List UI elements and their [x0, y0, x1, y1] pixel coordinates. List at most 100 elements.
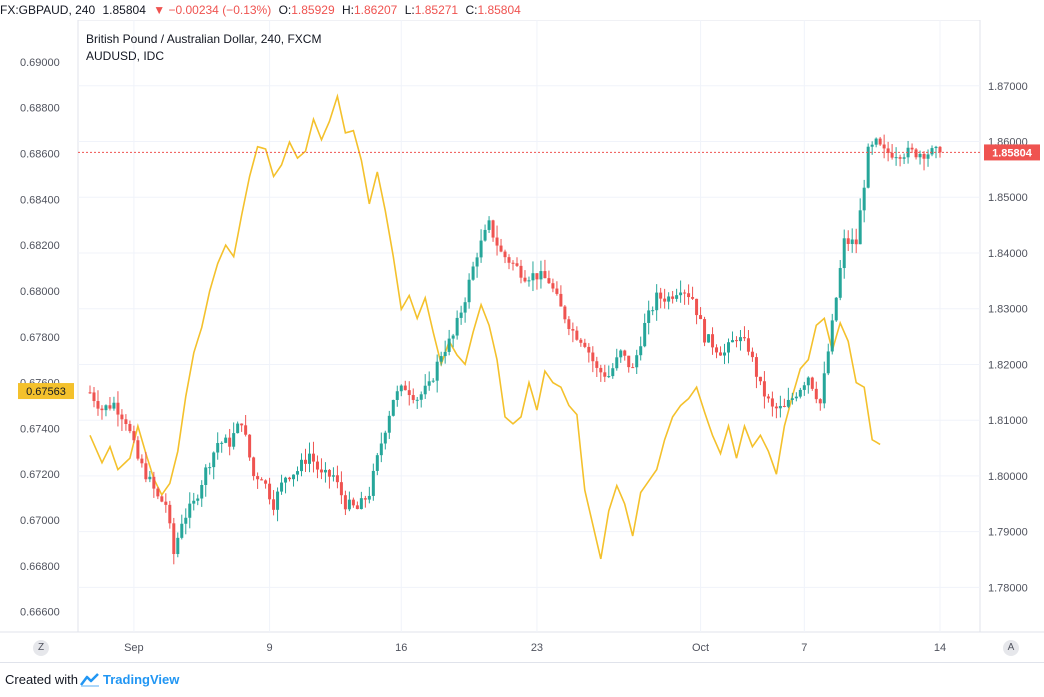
candle-body — [220, 442, 224, 444]
candle-body — [164, 501, 168, 505]
candle-body — [535, 273, 539, 280]
audusd-line — [89, 93, 881, 560]
candle-body — [778, 405, 782, 409]
candle-body — [479, 240, 483, 258]
x-axis-tick-label: 9 — [267, 642, 273, 654]
high-label: H: — [341, 3, 354, 17]
candle-body — [659, 292, 663, 299]
candle-body — [491, 220, 495, 238]
candle-body — [850, 239, 854, 244]
candle-body — [387, 415, 391, 433]
candle-body — [379, 443, 383, 456]
candle-body — [627, 355, 631, 368]
candle-body — [339, 482, 343, 496]
candle-body — [762, 381, 766, 397]
down-arrow-icon: ▼ — [153, 3, 166, 17]
candle-body — [228, 437, 232, 447]
candle-body — [695, 298, 699, 316]
tradingview-logo[interactable]: TradingView — [80, 663, 179, 697]
candle-body — [806, 377, 810, 386]
candle-body — [846, 238, 850, 244]
candle-body — [108, 405, 112, 409]
x-axis-tick-label: 16 — [395, 642, 407, 654]
candle-body — [870, 144, 874, 147]
candle-body — [371, 470, 375, 496]
candle-body — [323, 469, 327, 473]
candle-body — [866, 146, 870, 188]
candle-body — [711, 334, 715, 348]
candle-body — [934, 146, 938, 149]
candle-body — [176, 537, 180, 555]
candle-body — [906, 147, 910, 158]
candle-body — [830, 320, 834, 352]
candle-body — [663, 298, 667, 302]
candle-body — [495, 237, 499, 246]
candle-body — [315, 461, 319, 470]
candle-body — [455, 317, 459, 336]
candle-body — [635, 355, 639, 368]
candle-body — [703, 319, 707, 343]
candle-body — [180, 523, 184, 538]
right-axis-tick-label: 1.87000 — [988, 81, 1028, 93]
candle-body — [172, 523, 176, 555]
legend-main-series: British Pound / Australian Dollar, 240, … — [86, 32, 321, 46]
candle-body — [296, 471, 300, 475]
candle-body — [639, 346, 643, 356]
price-chart[interactable]: 1.870001.860001.850001.840001.830001.820… — [0, 20, 1044, 662]
candle-body — [252, 457, 256, 477]
candle-body — [926, 154, 930, 159]
candle-body — [647, 310, 651, 323]
candle-body — [726, 342, 730, 353]
tradingview-brand: TradingView — [103, 672, 180, 687]
candle-body — [435, 361, 439, 381]
candle-body — [96, 401, 100, 409]
candle-body — [487, 220, 491, 230]
zoom-toggle-button[interactable]: Z — [33, 640, 49, 656]
candle-body — [240, 423, 244, 426]
candle-body — [264, 480, 268, 484]
candle-body — [559, 293, 563, 307]
x-axis-tick-label: Oct — [692, 642, 709, 654]
candle-body — [100, 408, 104, 411]
candle-body — [343, 495, 347, 510]
candle-body — [212, 452, 216, 468]
candle-body — [862, 187, 866, 211]
auto-scale-button[interactable]: A — [1003, 640, 1019, 656]
candle-body — [327, 469, 331, 477]
symbol-name[interactable]: FX:GBPAUD, 240 — [0, 3, 96, 17]
candle-body — [168, 504, 172, 524]
candle-body — [930, 148, 934, 155]
low-value: 1.85271 — [414, 3, 459, 17]
candle-body — [300, 459, 304, 472]
candle-body — [651, 310, 655, 312]
candle-body — [758, 376, 762, 382]
candle-body — [667, 296, 671, 302]
candle-body — [351, 499, 355, 506]
candle-body — [750, 351, 754, 358]
right-axis-tick-label: 1.83000 — [988, 304, 1028, 316]
left-axis-tick-label: 0.67200 — [20, 469, 60, 481]
candle-body — [160, 496, 164, 502]
right-axis-tick-label: 1.84000 — [988, 248, 1028, 260]
left-axis-tick-label: 0.67800 — [20, 332, 60, 344]
right-axis-tick-label: 1.80000 — [988, 471, 1028, 483]
candle-body — [782, 405, 786, 407]
candle-body — [463, 302, 467, 313]
chart-axes: 1.870001.860001.850001.840001.830001.820… — [18, 57, 1040, 654]
candle-body — [196, 498, 200, 501]
candle-body — [104, 405, 108, 411]
candle-body — [331, 475, 335, 477]
x-axis-tick-label: 7 — [801, 642, 807, 654]
candle-body — [136, 440, 140, 459]
audusd-series — [89, 93, 881, 560]
candle-body — [459, 312, 463, 318]
candle-body — [818, 399, 822, 404]
candle-body — [88, 392, 92, 394]
candle-body — [188, 503, 192, 518]
candle-body — [874, 138, 878, 145]
candle-body — [112, 402, 116, 409]
candle-body — [363, 498, 367, 500]
left-axis-tick-label: 0.68000 — [20, 286, 60, 298]
candle-body — [842, 238, 846, 269]
candle-body — [671, 296, 675, 299]
